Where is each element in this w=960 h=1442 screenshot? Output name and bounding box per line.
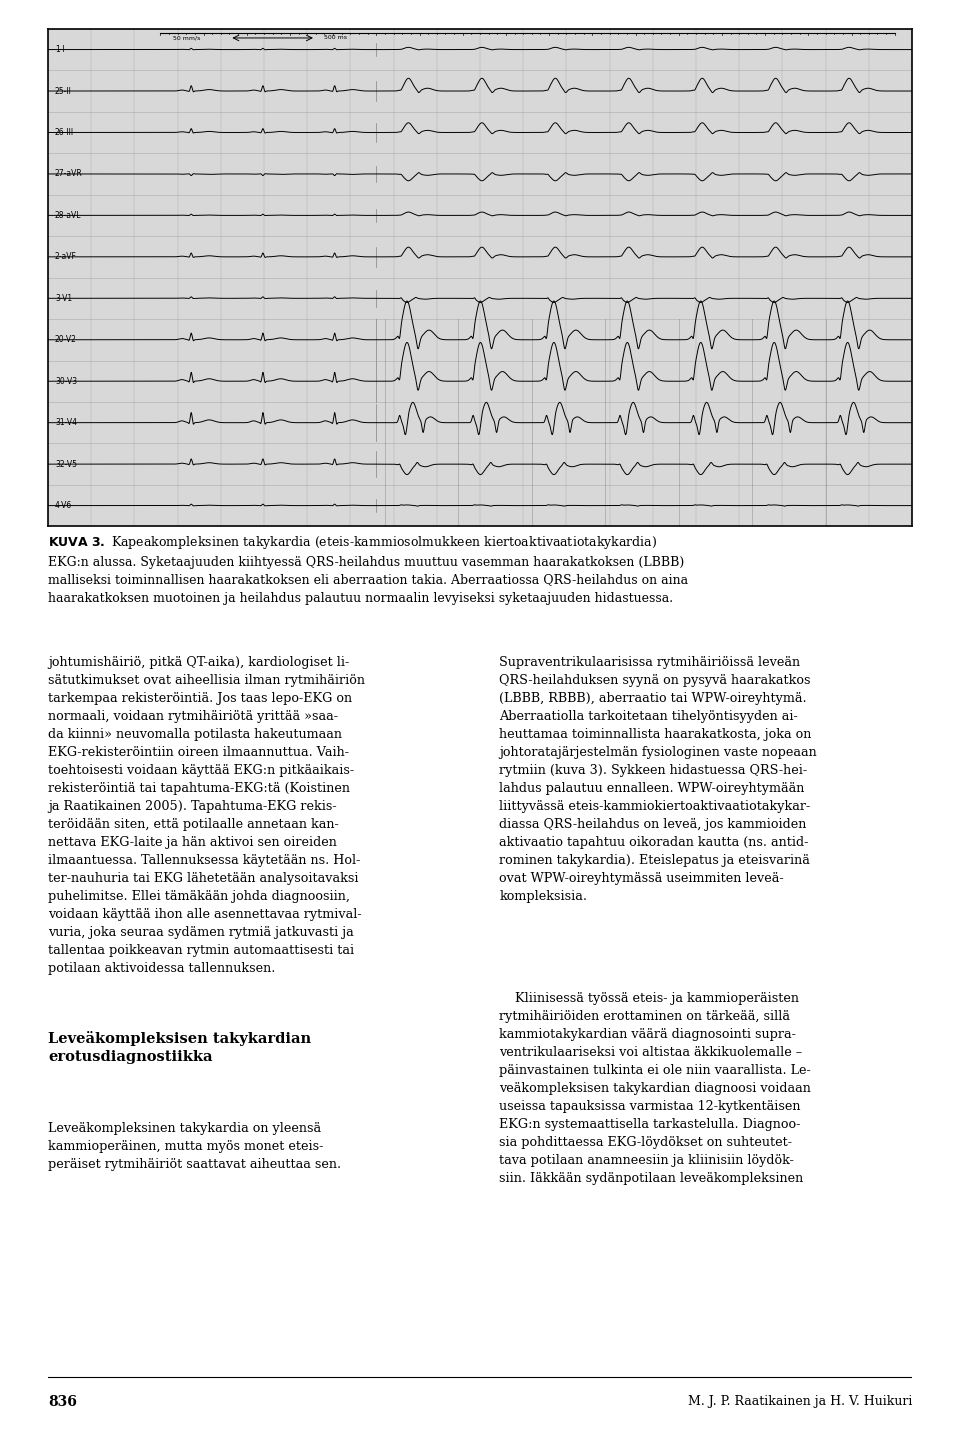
Text: M. J. P. Raatikainen ja H. V. Huikuri: M. J. P. Raatikainen ja H. V. Huikuri — [687, 1396, 912, 1409]
Text: 32-V5: 32-V5 — [55, 460, 77, 469]
Text: 25-II: 25-II — [55, 87, 72, 95]
Text: 26-III: 26-III — [55, 128, 74, 137]
Text: 1-I: 1-I — [55, 45, 64, 53]
Text: 20-V2: 20-V2 — [55, 336, 77, 345]
Text: johtumishäiriö, pitkä QT-aika), kardiologiset li-
sätutkimukset ovat aiheellisia: johtumishäiriö, pitkä QT-aika), kardiolo… — [48, 656, 365, 975]
Text: Kliinisessä työssä eteis- ja kammioperäisten
rytmihäiriöiden erottaminen on tärk: Kliinisessä työssä eteis- ja kammioperäi… — [499, 992, 811, 1185]
Text: 2-aVF: 2-aVF — [55, 252, 77, 261]
Text: 31-V4: 31-V4 — [55, 418, 77, 427]
Text: $\mathbf{KUVA\ 3.}$ Kapeakompleksinen takykardia (eteis-kammiosolmukkeen kiertoa: $\mathbf{KUVA\ 3.}$ Kapeakompleksinen ta… — [48, 534, 688, 604]
Text: 30-V3: 30-V3 — [55, 376, 77, 385]
Text: Leveäkompleksisen takykardian
erotusdiagnostiikka: Leveäkompleksisen takykardian erotusdiag… — [48, 1031, 311, 1064]
Text: 836: 836 — [48, 1394, 77, 1409]
Text: 500 ms: 500 ms — [324, 35, 348, 40]
Text: Supraventrikulaarisissa rytmihäiriöissä leveän
QRS-heilahduksen syynä on pysyvä : Supraventrikulaarisissa rytmihäiriöissä … — [499, 656, 817, 903]
Text: 28-aVL: 28-aVL — [55, 211, 82, 219]
Text: Leveäkompleksinen takykardia on yleensä
kammioperäinen, mutta myös monet eteis-
: Leveäkompleksinen takykardia on yleensä … — [48, 1122, 341, 1171]
Text: 27-aVR: 27-aVR — [55, 170, 83, 179]
Text: 3-V1: 3-V1 — [55, 294, 72, 303]
Text: 50 mm/s: 50 mm/s — [174, 35, 201, 40]
Text: 4-V6: 4-V6 — [55, 502, 72, 510]
